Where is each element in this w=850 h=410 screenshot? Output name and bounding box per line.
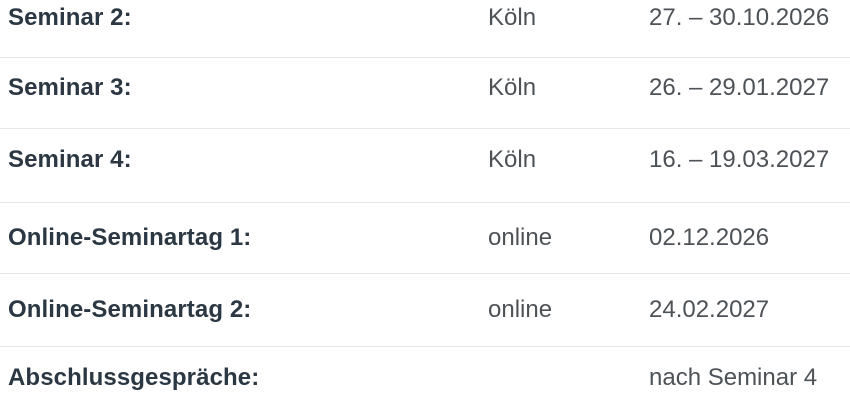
seminar-date: 27. – 30.10.2026	[649, 4, 830, 32]
seminar-date: 26. – 29.01.2027	[649, 74, 830, 102]
seminar-label: Seminar 4:	[8, 146, 132, 174]
seminar-label: Seminar 3:	[8, 74, 132, 102]
seminar-location: Köln	[488, 146, 537, 174]
seminar-date: 02.12.2026	[649, 223, 770, 251]
seminar-location: Köln	[488, 4, 537, 32]
seminar-label: Seminar 2:	[8, 4, 132, 32]
schedule-row: Seminar 2: Köln 27. – 30.10.2026	[0, 0, 850, 58]
seminar-date: 16. – 19.03.2027	[649, 146, 830, 174]
schedule-row: Online-Seminartag 1: online 02.12.2026	[0, 203, 850, 274]
schedule-row: Abschlussgespräche: nach Seminar 4	[0, 347, 850, 410]
schedule-row: Seminar 3: Köln 26. – 29.01.2027	[0, 58, 850, 129]
seminar-label: Online-Seminartag 1:	[8, 223, 252, 251]
seminar-label: Abschlussgespräche:	[8, 364, 260, 392]
seminar-location: online	[488, 295, 553, 323]
schedule-row: Seminar 4: Köln 16. – 19.03.2027	[0, 129, 850, 203]
seminar-location: Köln	[488, 74, 537, 102]
seminar-location: online	[488, 223, 553, 251]
seminar-label: Online-Seminartag 2:	[8, 295, 252, 323]
seminar-date: nach Seminar 4	[649, 364, 818, 392]
seminar-date: 24.02.2027	[649, 295, 770, 323]
schedule-row: Online-Seminartag 2: online 24.02.2027	[0, 274, 850, 347]
